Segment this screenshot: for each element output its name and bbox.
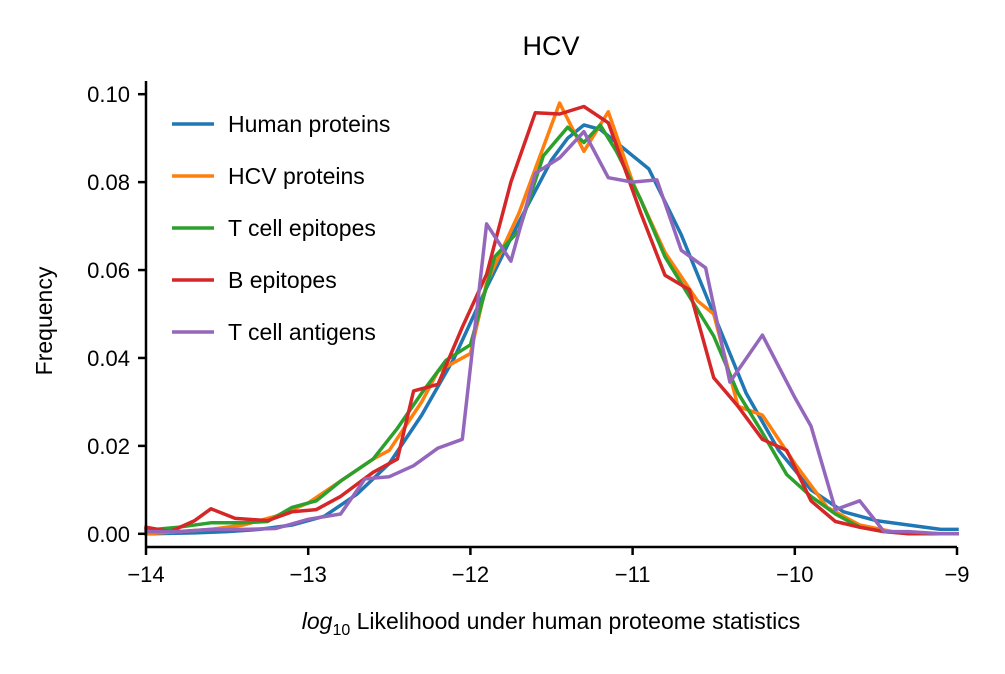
y-tick-label: 0.08 xyxy=(87,170,130,195)
series-line-4 xyxy=(143,104,959,536)
x-tick-label: −9 xyxy=(944,562,969,587)
legend-label-3: T cell epitopes xyxy=(228,215,376,241)
series-line-3 xyxy=(144,123,959,536)
x-tick-label: −14 xyxy=(127,562,164,587)
chart-title: HCV xyxy=(522,31,579,61)
y-tick-label: 0.10 xyxy=(87,82,130,107)
x-axis-title: log10 Likelihood under human proteome st… xyxy=(302,608,801,639)
y-tick-label: 0.04 xyxy=(87,346,130,371)
x-axis-title-rest: Likelihood under human proteome statisti… xyxy=(350,608,800,634)
y-tick-label: 0.00 xyxy=(87,522,130,547)
x-tick-label: −10 xyxy=(776,562,813,587)
y-axis-title: Frequency xyxy=(31,266,57,375)
x-tick-label: −11 xyxy=(615,562,651,587)
legend-label-5: T cell antigens xyxy=(228,319,376,345)
legend-label-4: B epitopes xyxy=(228,267,337,293)
y-tick-label: 0.06 xyxy=(87,258,130,283)
x-tick-label: −13 xyxy=(290,562,327,587)
series-layer xyxy=(143,101,959,536)
series-line-5 xyxy=(144,129,959,536)
y-tick-label: 0.02 xyxy=(87,434,130,459)
legend: Human proteins HCV proteins T cell epitope… xyxy=(172,111,390,345)
axes-layer: −14 −13 −12 −11 −10 −9 0.00 0.02 0.04 0.06 0.08 0.1… xyxy=(87,81,970,587)
x-axis-title-subscript: 10 xyxy=(332,622,350,639)
x-axis-title-log: log xyxy=(302,608,333,634)
legend-label-2: HCV proteins xyxy=(228,163,365,189)
x-tick-label: −12 xyxy=(452,562,489,587)
legend-label-1: Human proteins xyxy=(228,111,390,137)
